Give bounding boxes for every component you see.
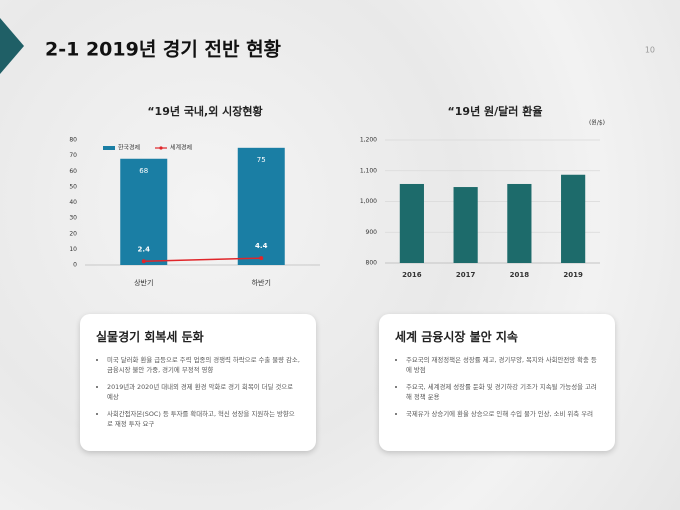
y-tick-label: 30: [69, 215, 77, 222]
legend-label: 한국경제: [118, 144, 140, 152]
bullet-list: 주요국의 재정정책은 성장률 제고, 경기부양, 복지와 사회안전망 확충 등에…: [395, 355, 599, 419]
x-tick-label: 2019: [563, 271, 583, 279]
x-tick-label: 2018: [510, 271, 530, 279]
y-tick-label: 70: [69, 152, 77, 159]
y-tick-label: 10: [69, 246, 77, 253]
x-tick-label: 상반기: [134, 278, 153, 287]
legend-swatch: [103, 146, 115, 150]
line: [143, 257, 262, 262]
bar: [561, 174, 586, 263]
y-tick-label: 0: [73, 262, 77, 269]
y-tick-label: 1,200: [360, 137, 377, 144]
y-tick-label: 800: [366, 260, 378, 267]
x-tick-label: 2016: [402, 271, 422, 279]
card: 실물경기 회복세 둔화 미국 달러화 환율 급등으로 주력 업종의 경쟁력 하락…: [80, 314, 316, 451]
legend-label: 세계경제: [170, 144, 192, 152]
page-number: 10: [645, 46, 655, 55]
chart-title: “19년 원/달러 환율: [448, 104, 543, 118]
bar: [399, 183, 424, 263]
bar: [120, 158, 168, 265]
data-label: 2.4: [138, 245, 151, 253]
line-marker: [141, 259, 146, 264]
slide-title: 2-1 2019년 경기 전반 현황: [45, 38, 282, 61]
data-label: 68: [139, 167, 148, 175]
card-title: 실물경기 회복세 둔화: [96, 330, 204, 344]
chart-title: “19년 국내,외 시장현황: [147, 104, 262, 118]
card-title: 세계 금융시장 불안 지속: [395, 330, 518, 344]
card: 세계 금융시장 불안 지속 주요국의 재정정책은 성장률 제고, 경기부양, 복…: [379, 314, 615, 451]
y-tick-label: 50: [69, 183, 77, 190]
bullet: 주요국의 재정정책은 성장률 제고, 경기부양, 복지와 사회안전망 확충 등에…: [406, 355, 599, 375]
bar: [507, 183, 532, 263]
legend-swatch: [159, 146, 163, 150]
bullet: 주요국, 세계경제 성장률 둔화 및 경기하강 기조가 지속될 가능성을 고려해…: [406, 382, 599, 402]
y-unit: (원/$): [589, 119, 605, 127]
y-tick-label: 40: [69, 199, 77, 206]
bar: [453, 187, 478, 263]
data-label: 4.4: [255, 242, 268, 250]
y-tick-label: 1,000: [360, 198, 377, 205]
bar: [237, 147, 285, 265]
y-tick-label: 80: [69, 137, 77, 144]
bullet-list: 미국 달러화 환율 급등으로 주력 업종의 경쟁력 하락으로 수출 물량 감소,…: [96, 355, 300, 429]
y-tick-label: 1,100: [360, 167, 377, 174]
bullet: 국제유가 상승기에 환율 상승으로 인해 수입 물가 인상, 소비 위축 우려: [406, 409, 599, 419]
bullet: 사회간접자본(SOC) 등 투자를 확대하고, 혁신 성장을 지원하는 방향으로…: [107, 409, 300, 429]
x-tick-label: 하반기: [252, 278, 271, 287]
x-tick-label: 2017: [456, 271, 476, 279]
corner-accent: [0, 18, 24, 74]
bullet: 미국 달러화 환율 급등으로 주력 업종의 경쟁력 하락으로 수출 물량 감소,…: [107, 355, 300, 375]
y-tick-label: 20: [69, 230, 77, 237]
data-label: 75: [257, 156, 266, 164]
line-marker: [259, 256, 264, 261]
bullet: 2019년과 2020년 대내외 경제 환경 악화로 경기 회복이 더딜 것으로…: [107, 382, 300, 402]
y-tick-label: 60: [69, 168, 77, 175]
y-tick-label: 900: [366, 229, 378, 236]
